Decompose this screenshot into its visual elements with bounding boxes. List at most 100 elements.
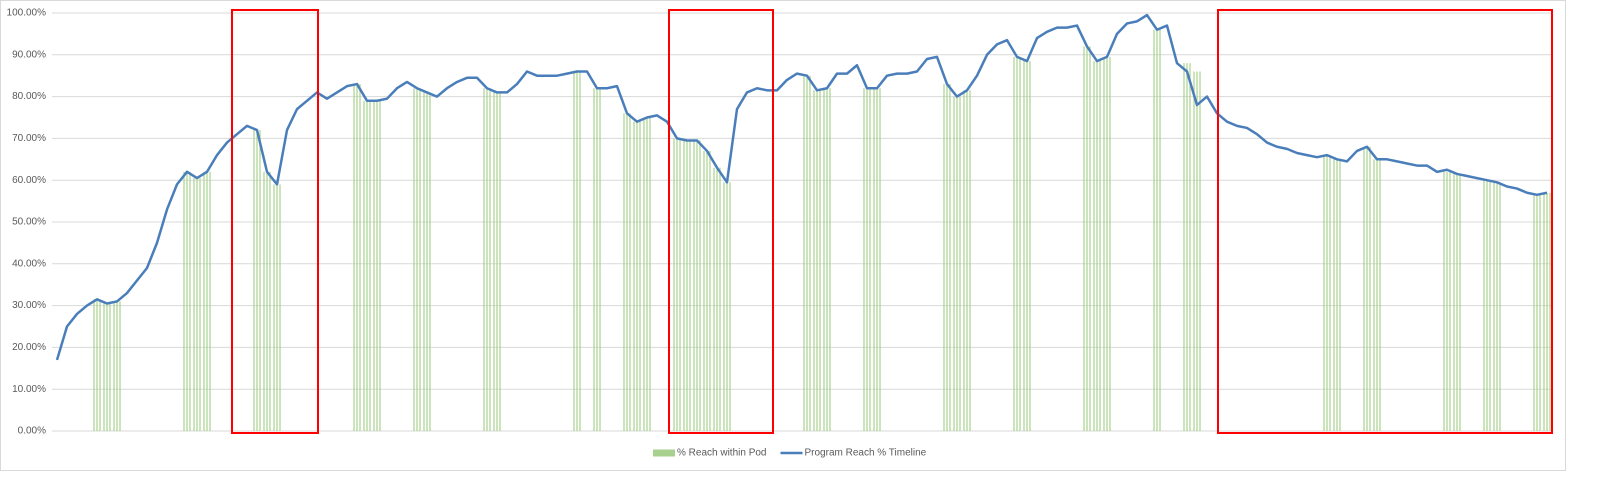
bar [676, 138, 678, 431]
y-tick-label: 100.00% [7, 8, 47, 19]
bar [196, 178, 198, 431]
bar [643, 117, 645, 431]
bar [96, 299, 98, 431]
bar [723, 182, 725, 431]
bar [353, 84, 355, 431]
highlight-box [231, 9, 319, 434]
bar [1496, 182, 1498, 431]
bar [356, 84, 358, 431]
bar [599, 88, 601, 432]
bar [1493, 182, 1495, 431]
bar [1339, 159, 1341, 432]
bar [1186, 63, 1188, 431]
bar [686, 140, 688, 432]
y-tick-label: 20.00% [12, 342, 46, 353]
highlight-boxes [231, 9, 1553, 434]
bar [1489, 180, 1491, 431]
bar [713, 167, 715, 431]
bar [93, 299, 95, 431]
y-tick-label: 60.00% [12, 175, 46, 186]
bar [376, 100, 378, 431]
bar [629, 113, 631, 431]
bar [956, 96, 958, 431]
legend-label: Program Reach % Timeline [805, 448, 927, 459]
bar [726, 182, 728, 431]
bar [413, 88, 415, 432]
bar [1486, 180, 1488, 431]
bar [646, 117, 648, 431]
bar [819, 90, 821, 431]
y-tick-label: 90.00% [12, 49, 46, 60]
bar [379, 100, 381, 431]
bar [813, 90, 815, 431]
bar [1546, 192, 1548, 431]
bar [269, 171, 271, 431]
plot-area: 0.00% 10.00% 20.00% 30.00% 40.00% 50.00% 60.00… [7, 8, 1552, 437]
highlight-box [1217, 9, 1553, 434]
bar [639, 121, 641, 432]
bar [879, 88, 881, 432]
bar [116, 301, 118, 431]
legend-label: % Reach within Pod [677, 448, 767, 459]
bar [633, 121, 635, 432]
y-tick-label: 30.00% [12, 300, 46, 311]
y-tick-label: 10.00% [12, 384, 46, 395]
y-tick-label: 70.00% [12, 133, 46, 144]
bar [359, 84, 361, 431]
bar [1336, 159, 1338, 432]
bar [673, 138, 675, 431]
chart-frame [0, 0, 1566, 471]
bar [869, 88, 871, 432]
bar [943, 84, 945, 431]
bar [256, 130, 258, 432]
bar [1326, 155, 1328, 431]
bar [1083, 46, 1085, 431]
bar [493, 92, 495, 432]
bar [969, 90, 971, 431]
bar [499, 92, 501, 432]
y-tick-label: 40.00% [12, 258, 46, 269]
bar [696, 140, 698, 432]
bar [699, 140, 701, 432]
bar [1446, 171, 1448, 431]
bar [363, 100, 365, 431]
bar [1156, 29, 1158, 431]
bar [579, 71, 581, 432]
bar [273, 184, 275, 431]
bar [1096, 61, 1098, 431]
bar [1549, 192, 1551, 431]
bar [109, 303, 111, 431]
bar [689, 140, 691, 432]
bar [193, 178, 195, 431]
bar [679, 138, 681, 431]
bar [419, 88, 421, 432]
bar [623, 113, 625, 431]
bar [1103, 56, 1105, 431]
bar [1023, 61, 1025, 431]
bar [1189, 63, 1191, 431]
bar [276, 184, 278, 431]
bar [366, 100, 368, 431]
bar [106, 303, 108, 431]
bar [873, 88, 875, 432]
bar [803, 75, 805, 431]
bar [113, 301, 115, 431]
bar [953, 96, 955, 431]
bar [1013, 56, 1015, 431]
bar [1366, 146, 1368, 431]
bar [719, 167, 721, 431]
bar [1089, 46, 1091, 431]
bar [103, 303, 105, 431]
bar [1373, 159, 1375, 432]
bar [253, 130, 255, 432]
bar [1543, 192, 1545, 431]
bar [703, 150, 705, 431]
bar [1376, 159, 1378, 432]
legend-swatch [653, 449, 675, 457]
bar [1443, 171, 1445, 431]
bar [369, 100, 371, 431]
bar [683, 140, 685, 432]
bar [576, 71, 578, 432]
bar [1016, 56, 1018, 431]
